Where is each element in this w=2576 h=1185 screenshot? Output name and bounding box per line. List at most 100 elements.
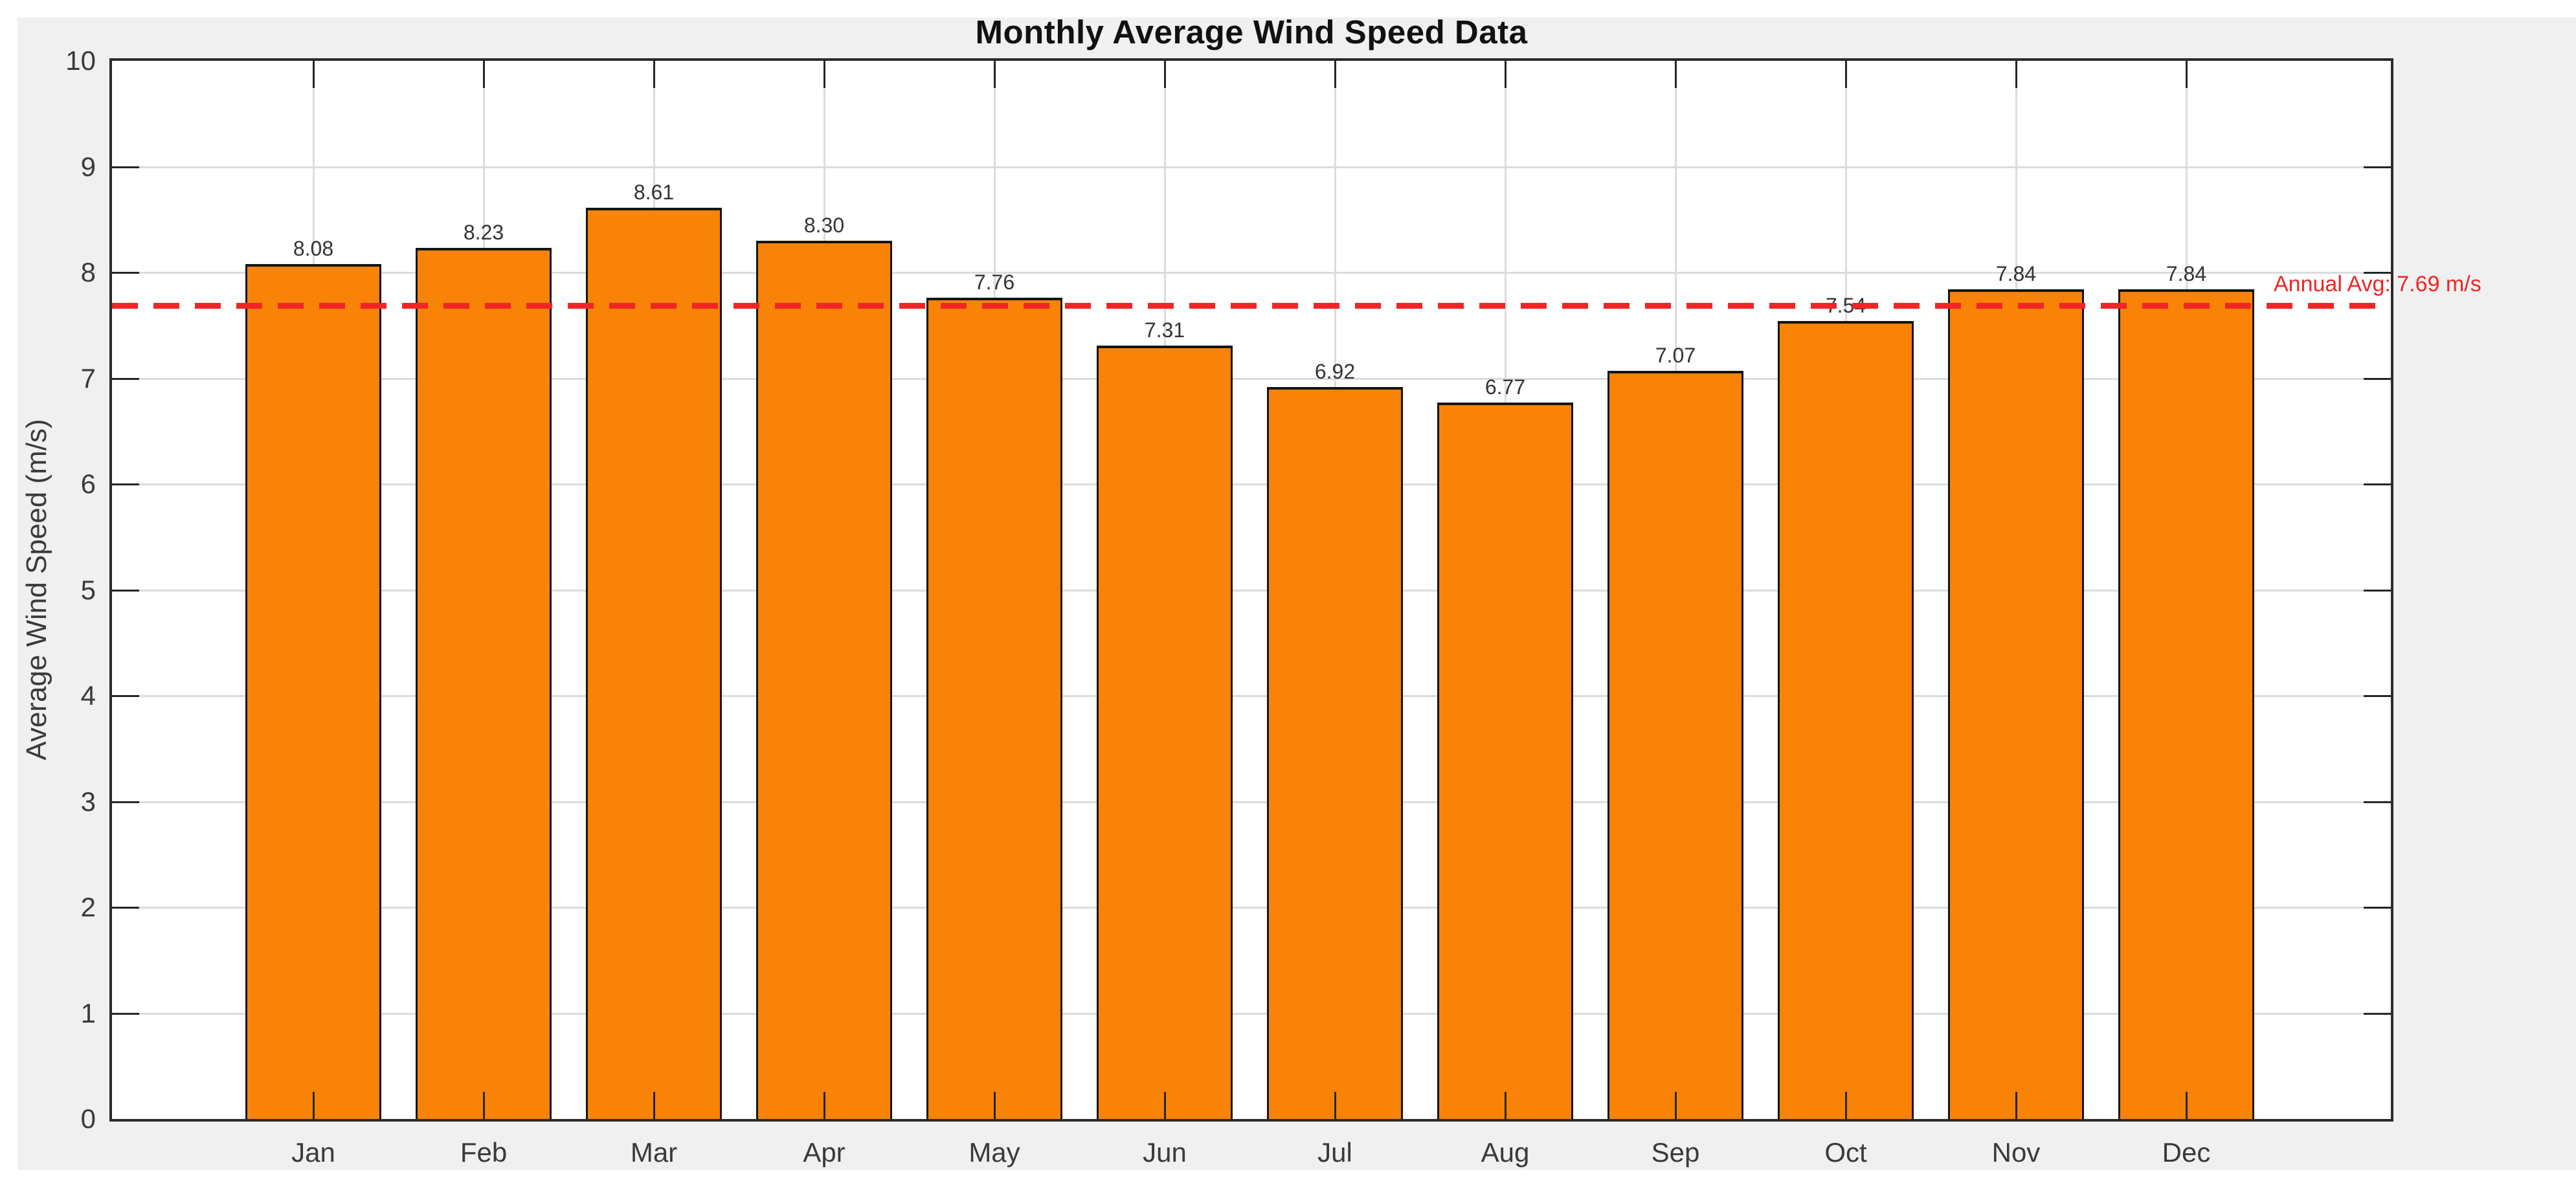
y-tick-label: 2 xyxy=(80,892,96,922)
chart-title: Monthly Average Wind Speed Data xyxy=(975,14,1528,50)
bar-slot: 7.31 xyxy=(1097,61,1233,1119)
y-tick-left xyxy=(112,695,139,697)
bar-slot: 8.23 xyxy=(416,61,552,1119)
x-tick-label: Aug xyxy=(1481,1137,1530,1168)
horizontal-gridline xyxy=(112,377,2391,380)
x-tick-label: Oct xyxy=(1824,1137,1867,1168)
x-tick-top xyxy=(1845,61,1847,88)
annual-average-annotation: Annual Avg: 7.69 m/s xyxy=(2274,272,2481,296)
horizontal-gridline xyxy=(112,907,2391,909)
horizontal-gridline xyxy=(112,589,2391,592)
bar-value-label: 6.77 xyxy=(1484,375,1526,399)
x-tick-label: Dec xyxy=(2162,1137,2211,1168)
x-tick-label: Feb xyxy=(460,1137,508,1168)
bar xyxy=(586,208,722,1119)
bar-slot: 6.92 xyxy=(1267,61,1403,1119)
y-tick-label: 6 xyxy=(80,469,96,499)
bar-slot: 6.77 xyxy=(1437,61,1573,1119)
bar-value-label: 7.31 xyxy=(1144,318,1185,342)
bar-value-label: 8.30 xyxy=(803,214,845,237)
bar-slot: 8.30 xyxy=(756,61,892,1119)
y-tick-label: 4 xyxy=(80,680,96,711)
y-tick-label: 5 xyxy=(80,575,96,605)
x-tick-bottom xyxy=(483,1092,485,1119)
bar-slot: 7.84 xyxy=(2118,61,2254,1119)
y-tick-left xyxy=(112,589,139,592)
x-tick-top xyxy=(994,61,996,88)
y-tick-right xyxy=(2364,377,2391,380)
annual-average-line xyxy=(112,303,2391,309)
x-tick-label: Jul xyxy=(1317,1137,1352,1168)
x-tick-top xyxy=(653,61,655,88)
bar-slot: 8.08 xyxy=(245,61,381,1119)
y-tick-right xyxy=(2364,695,2391,697)
bar xyxy=(1097,346,1233,1119)
horizontal-gridline xyxy=(112,801,2391,803)
bar-value-label: 8.61 xyxy=(633,181,675,204)
x-tick-label: May xyxy=(969,1137,1020,1168)
y-tick-right xyxy=(2364,272,2391,274)
y-tick-label: 0 xyxy=(80,1103,96,1134)
x-tick-bottom xyxy=(2015,1092,2017,1119)
plot-area: 8.08 8.23 8.61 8.30 7.76 7.31 6.92 6.77 7.07 7.54… xyxy=(109,58,2393,1122)
x-tick-top xyxy=(483,61,485,88)
bar xyxy=(1267,387,1403,1119)
x-tick-label: Sep xyxy=(1651,1137,1700,1168)
bar xyxy=(1607,371,1743,1119)
bar-value-label: 7.07 xyxy=(1655,344,1696,367)
bar-slot: 8.61 xyxy=(586,61,722,1119)
y-tick-label: 7 xyxy=(80,363,96,393)
bar xyxy=(2118,289,2254,1119)
y-tick-label: 9 xyxy=(80,151,96,182)
x-tick-bottom xyxy=(653,1092,655,1119)
bar-value-label: 7.84 xyxy=(1995,262,2037,285)
bar xyxy=(1437,403,1573,1119)
x-tick-label: Jan xyxy=(291,1137,335,1168)
bar xyxy=(1948,289,2084,1119)
bar xyxy=(245,264,381,1119)
bar-value-label: 7.76 xyxy=(974,271,1015,294)
y-tick-left xyxy=(112,907,139,909)
y-tick-right xyxy=(2364,801,2391,803)
y-tick-left xyxy=(112,166,139,168)
bar-value-label: 8.23 xyxy=(463,221,504,244)
bar-slot: 7.76 xyxy=(926,61,1062,1119)
x-tick-label: Apr xyxy=(803,1137,846,1168)
x-tick-top xyxy=(313,61,315,88)
x-tick-label: Nov xyxy=(1991,1137,2041,1168)
bar-value-label: 8.08 xyxy=(293,237,334,260)
x-tick-top xyxy=(1334,61,1336,88)
horizontal-gridline xyxy=(112,483,2391,485)
x-tick-label: Jun xyxy=(1143,1137,1187,1168)
bar-slot: 7.54 xyxy=(1778,61,1914,1119)
x-tick-bottom xyxy=(1164,1092,1166,1119)
x-tick-bottom xyxy=(1845,1092,1847,1119)
y-tick-right xyxy=(2364,483,2391,485)
bar-slot: 7.84 xyxy=(1948,61,2084,1119)
y-tick-left xyxy=(112,377,139,380)
y-tick-label: 10 xyxy=(65,45,96,76)
bar xyxy=(416,248,552,1119)
horizontal-gridline xyxy=(112,1012,2391,1015)
y-tick-label: 3 xyxy=(80,786,96,817)
y-tick-left xyxy=(112,483,139,485)
y-tick-label: 1 xyxy=(80,998,96,1028)
x-tick-top xyxy=(1675,61,1677,88)
bar xyxy=(756,241,892,1119)
x-tick-bottom xyxy=(313,1092,315,1119)
x-tick-top xyxy=(2186,61,2188,88)
y-tick-left xyxy=(112,801,139,803)
y-tick-label: 8 xyxy=(80,257,96,287)
horizontal-gridline xyxy=(112,272,2391,274)
x-tick-bottom xyxy=(2186,1092,2188,1119)
bar-value-label: 6.92 xyxy=(1314,360,1356,383)
x-tick-bottom xyxy=(823,1092,825,1119)
x-tick-top xyxy=(1164,61,1166,88)
x-tick-top xyxy=(2015,61,2017,88)
bar xyxy=(1778,321,1914,1119)
bar-value-label: 7.84 xyxy=(2166,262,2207,285)
horizontal-gridline xyxy=(112,695,2391,697)
y-tick-left xyxy=(112,1012,139,1015)
x-tick-top xyxy=(823,61,825,88)
